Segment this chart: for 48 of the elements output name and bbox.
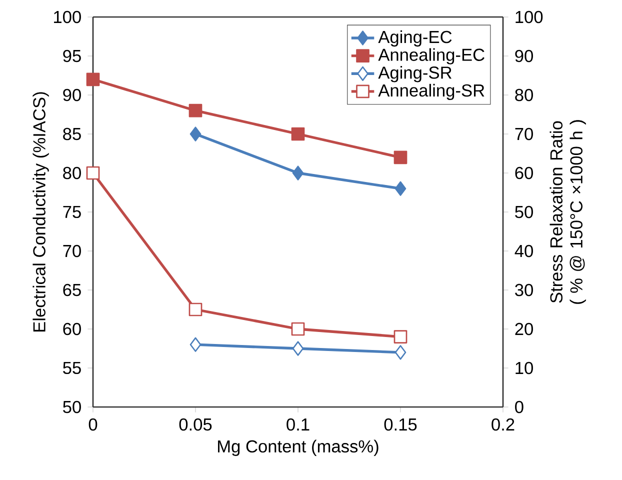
point (188, 104, 202, 118)
y2-tick-label: 70 (515, 128, 533, 140)
y-axis-title: Electrical Conductivity (%IACS) (32, 92, 49, 332)
y-tick-label: 60 (63, 322, 81, 336)
y2-tick-label: 100 (516, 10, 543, 24)
x-tick-label: 0.1 (286, 418, 310, 431)
point (86, 72, 100, 86)
y2-tick-label: 30 (515, 284, 533, 296)
point (394, 345, 406, 360)
legend-label: Annealing-SR (378, 84, 484, 100)
y-tick-label: 75 (63, 206, 81, 218)
y-tick-label: 70 (63, 244, 81, 258)
x-axis-title: Mg Content (mass%) (218, 440, 378, 456)
y-tick-label: 55 (63, 362, 81, 374)
point (188, 302, 202, 316)
y2-tick-label: 40 (514, 244, 533, 258)
point (292, 166, 304, 180)
y-tick-label: 85 (63, 128, 81, 140)
y-tick-label: 100 (54, 10, 81, 24)
x-tick-label: 0.2 (492, 418, 514, 431)
legend-label: Annealing-EC (378, 48, 484, 64)
point (292, 341, 304, 356)
x-tick-label: 0.15 (384, 418, 417, 431)
point (190, 337, 202, 352)
legend-label: Aging-SR (378, 66, 452, 82)
y-tick-label: 90 (63, 88, 81, 102)
y2-tick-label: 80 (515, 88, 533, 102)
y2-tick-label: 20 (515, 322, 533, 336)
y2-tick-label: 0 (515, 400, 524, 414)
x-tick-label: 0 (88, 418, 98, 431)
y2-tick-label: 90 (515, 50, 533, 62)
y-tick-label: 50 (63, 400, 81, 414)
y-tick-label: 80 (63, 166, 81, 180)
point (291, 322, 305, 336)
y2-axis-title: Stress Relaxation Ratio ( % @ 150°C ×1000 h ) (550, 120, 586, 304)
point (394, 150, 408, 164)
y-tick-label: 65 (63, 284, 81, 296)
point (394, 181, 406, 196)
y2-tick-label: 60 (515, 166, 533, 180)
point (86, 166, 100, 180)
y2-tick-label: 50 (515, 206, 533, 218)
legend-label: Aging-EC (378, 30, 452, 47)
point (190, 126, 202, 142)
point (394, 330, 408, 344)
x-tick-label: 0.05 (179, 418, 212, 431)
y2-tick-label: 10 (516, 362, 533, 374)
point (291, 127, 305, 141)
y-tick-label: 95 (63, 50, 81, 62)
